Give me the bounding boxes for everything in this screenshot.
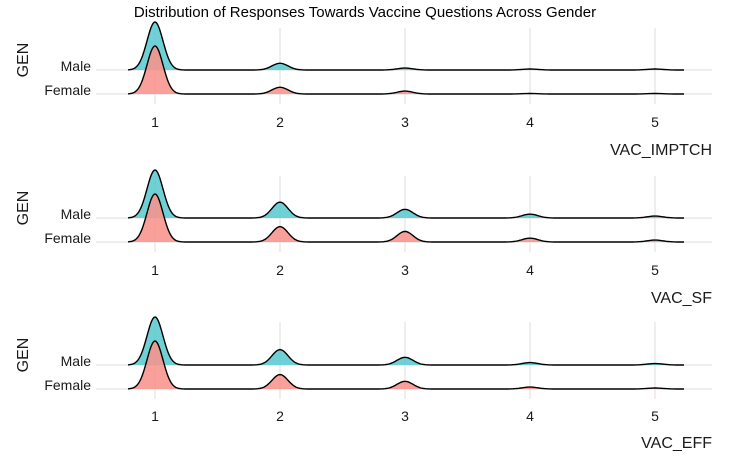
category-label-male: Male: [61, 353, 92, 369]
density-line-female: [128, 45, 684, 95]
x-tick-label-3: 3: [401, 262, 409, 278]
x-tick-label-3: 3: [401, 408, 409, 424]
density-area-male: [128, 22, 684, 70]
x-tick-label-4: 4: [526, 408, 534, 424]
density-line-male: [128, 169, 684, 219]
x-tick-label-5: 5: [651, 408, 659, 424]
x-tick-label-3: 3: [401, 114, 409, 130]
panels-group: Male Female GEN 1 2 3 4 5 VAC_IMPTCH Male Female GE…: [15, 21, 712, 452]
density-area-female: [128, 194, 684, 242]
category-label-female: Female: [44, 82, 91, 98]
y-axis-label: GEN: [15, 43, 32, 78]
density-area-male: [128, 170, 684, 218]
x-tick-label-4: 4: [526, 262, 534, 278]
category-label-male: Male: [61, 58, 92, 74]
x-tick-label-1: 1: [151, 408, 159, 424]
x-tick-label-5: 5: [651, 262, 659, 278]
x-tick-label-4: 4: [526, 114, 534, 130]
density-line-female: [128, 193, 684, 243]
density-line-male: [128, 316, 684, 366]
panel-1: Male Female GEN 1 2 3 4 5 VAC_IMPTCH: [15, 21, 712, 159]
x-tick-label-1: 1: [151, 114, 159, 130]
category-label-female: Female: [44, 230, 91, 246]
density-line-female: [128, 340, 684, 390]
x-axis-label: VAC_EFF: [641, 435, 712, 452]
x-tick-label-2: 2: [276, 262, 284, 278]
density-line-male: [128, 21, 684, 71]
category-label-female: Female: [44, 377, 91, 393]
x-tick-label-2: 2: [276, 408, 284, 424]
x-tick-label-1: 1: [151, 262, 159, 278]
panel-2: Male Female GEN 1 2 3 4 5 VAC_SF: [15, 169, 712, 307]
x-axis-label: VAC_SF: [651, 290, 712, 307]
chart-title: Distribution of Responses Towards Vaccin…: [134, 4, 596, 21]
y-axis-label: GEN: [15, 191, 32, 226]
x-tick-label-2: 2: [276, 114, 284, 130]
category-label-male: Male: [61, 206, 92, 222]
y-axis-label: GEN: [15, 338, 32, 373]
x-tick-label-5: 5: [651, 114, 659, 130]
x-axis-label: VAC_IMPTCH: [610, 142, 712, 159]
panel-3: Male Female GEN 1 2 3 4 5 VAC_EFF: [15, 316, 712, 452]
